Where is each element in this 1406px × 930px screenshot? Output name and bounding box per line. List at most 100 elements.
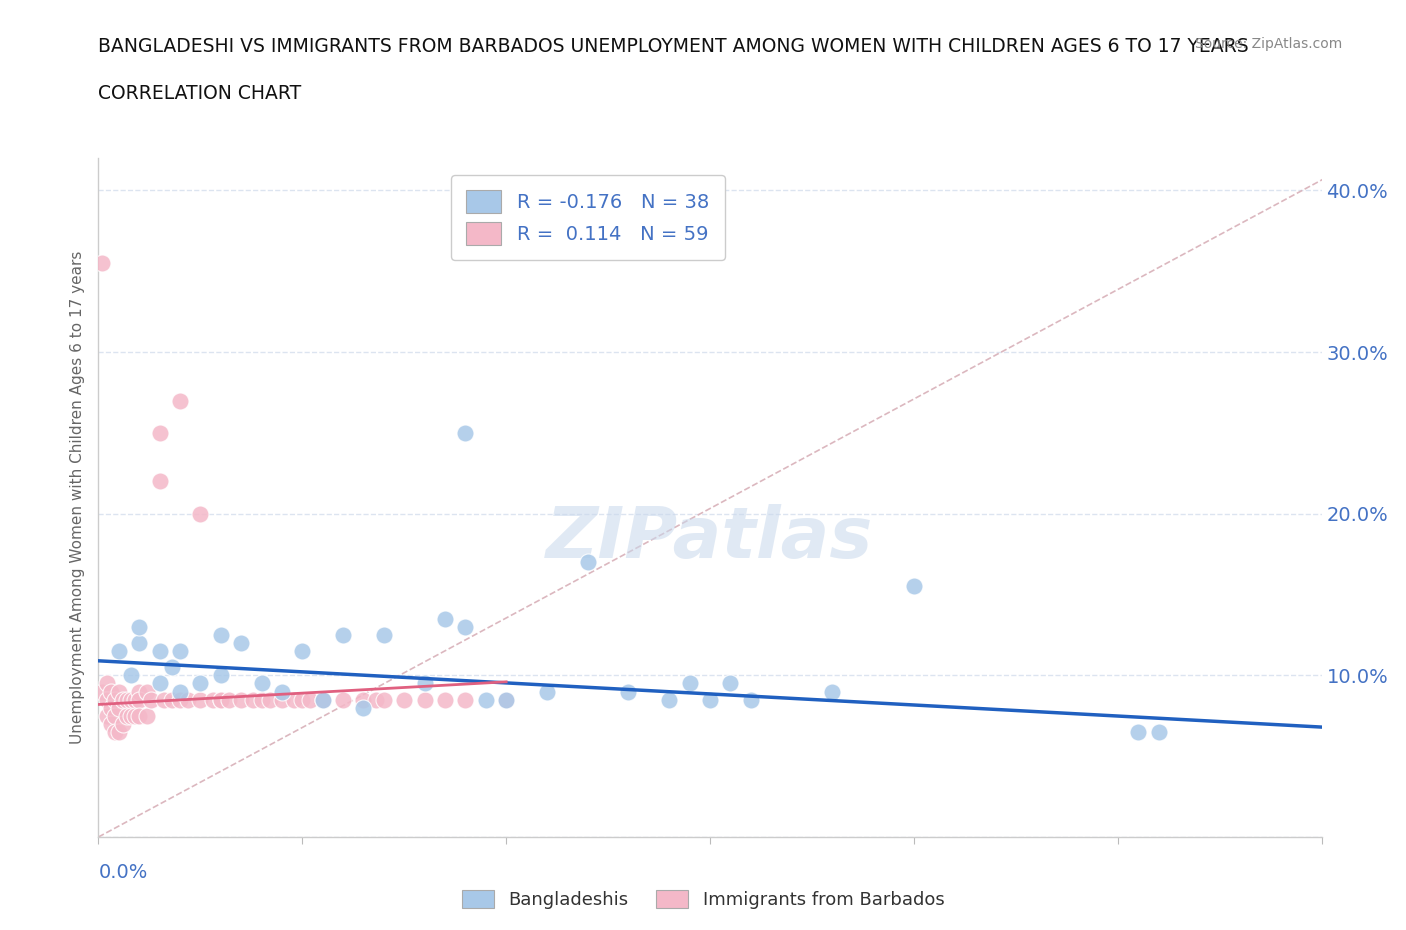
Point xyxy=(392,692,416,707)
Point xyxy=(91,256,114,271)
Point xyxy=(312,692,335,707)
Point xyxy=(250,676,273,691)
Point xyxy=(136,684,159,699)
Point xyxy=(231,692,253,707)
Point xyxy=(413,692,436,707)
Point xyxy=(128,635,150,650)
Point xyxy=(270,692,294,707)
Point xyxy=(332,692,354,707)
Point xyxy=(209,668,232,683)
Point xyxy=(141,692,163,707)
Point xyxy=(209,692,232,707)
Point xyxy=(96,676,118,691)
Point xyxy=(124,709,146,724)
Point xyxy=(495,692,517,707)
Point xyxy=(120,692,142,707)
Point xyxy=(136,709,159,724)
Point xyxy=(250,692,273,707)
Point xyxy=(128,619,150,634)
Text: CORRELATION CHART: CORRELATION CHART xyxy=(98,84,302,102)
Point xyxy=(373,628,395,643)
Point xyxy=(283,692,305,707)
Point xyxy=(242,692,264,707)
Legend: R = -0.176   N = 38, R =  0.114   N = 59: R = -0.176 N = 38, R = 0.114 N = 59 xyxy=(451,175,724,260)
Point xyxy=(209,628,232,643)
Point xyxy=(658,692,681,707)
Point xyxy=(291,644,314,658)
Point xyxy=(312,692,335,707)
Point xyxy=(474,692,498,707)
Point xyxy=(740,692,762,707)
Point xyxy=(352,700,374,715)
Point xyxy=(160,692,183,707)
Text: 0.0%: 0.0% xyxy=(98,863,148,882)
Point xyxy=(91,684,114,699)
Point xyxy=(821,684,844,699)
Point xyxy=(291,692,314,707)
Point xyxy=(169,684,191,699)
Point xyxy=(169,393,191,408)
Point xyxy=(149,474,172,489)
Point xyxy=(120,709,142,724)
Point xyxy=(120,668,142,683)
Point xyxy=(108,724,131,739)
Y-axis label: Unemployment Among Women with Children Ages 6 to 17 years: Unemployment Among Women with Children A… xyxy=(70,251,86,744)
Point xyxy=(270,684,294,699)
Point xyxy=(188,676,212,691)
Point xyxy=(536,684,558,699)
Point xyxy=(169,692,191,707)
Point xyxy=(160,660,183,675)
Text: Source: ZipAtlas.com: Source: ZipAtlas.com xyxy=(1195,37,1343,51)
Point xyxy=(128,692,150,707)
Text: ZIPatlas: ZIPatlas xyxy=(547,504,873,573)
Point xyxy=(699,692,721,707)
Point xyxy=(115,709,138,724)
Point xyxy=(209,692,232,707)
Point xyxy=(152,692,174,707)
Point xyxy=(454,619,477,634)
Point xyxy=(188,506,212,521)
Point xyxy=(96,692,118,707)
Point xyxy=(108,684,131,699)
Point xyxy=(100,700,122,715)
Point xyxy=(1147,724,1170,739)
Text: BANGLADESHI VS IMMIGRANTS FROM BARBADOS UNEMPLOYMENT AMONG WOMEN WITH CHILDREN A: BANGLADESHI VS IMMIGRANTS FROM BARBADOS … xyxy=(98,37,1249,56)
Point xyxy=(100,716,122,731)
Point xyxy=(299,692,322,707)
Point xyxy=(454,692,477,707)
Point xyxy=(96,709,118,724)
Point xyxy=(115,692,138,707)
Point xyxy=(434,611,457,626)
Point xyxy=(108,644,131,658)
Point xyxy=(128,684,150,699)
Point xyxy=(259,692,281,707)
Point xyxy=(903,579,925,594)
Point xyxy=(218,692,240,707)
Point xyxy=(104,724,127,739)
Point xyxy=(149,676,172,691)
Point xyxy=(104,709,127,724)
Point xyxy=(149,644,172,658)
Point xyxy=(188,692,212,707)
Point xyxy=(679,676,702,691)
Point xyxy=(201,692,224,707)
Point xyxy=(434,692,457,707)
Point xyxy=(454,425,477,440)
Point xyxy=(373,692,395,707)
Point xyxy=(332,628,354,643)
Point xyxy=(576,555,599,570)
Point xyxy=(720,676,742,691)
Point xyxy=(124,692,146,707)
Point xyxy=(104,692,127,707)
Point xyxy=(111,692,134,707)
Point xyxy=(495,692,517,707)
Point xyxy=(108,700,131,715)
Point xyxy=(413,676,436,691)
Point xyxy=(111,716,134,731)
Point xyxy=(352,692,374,707)
Legend: Bangladeshis, Immigrants from Barbados: Bangladeshis, Immigrants from Barbados xyxy=(454,883,952,916)
Point xyxy=(364,692,387,707)
Point xyxy=(149,425,172,440)
Point xyxy=(231,635,253,650)
Point xyxy=(100,684,122,699)
